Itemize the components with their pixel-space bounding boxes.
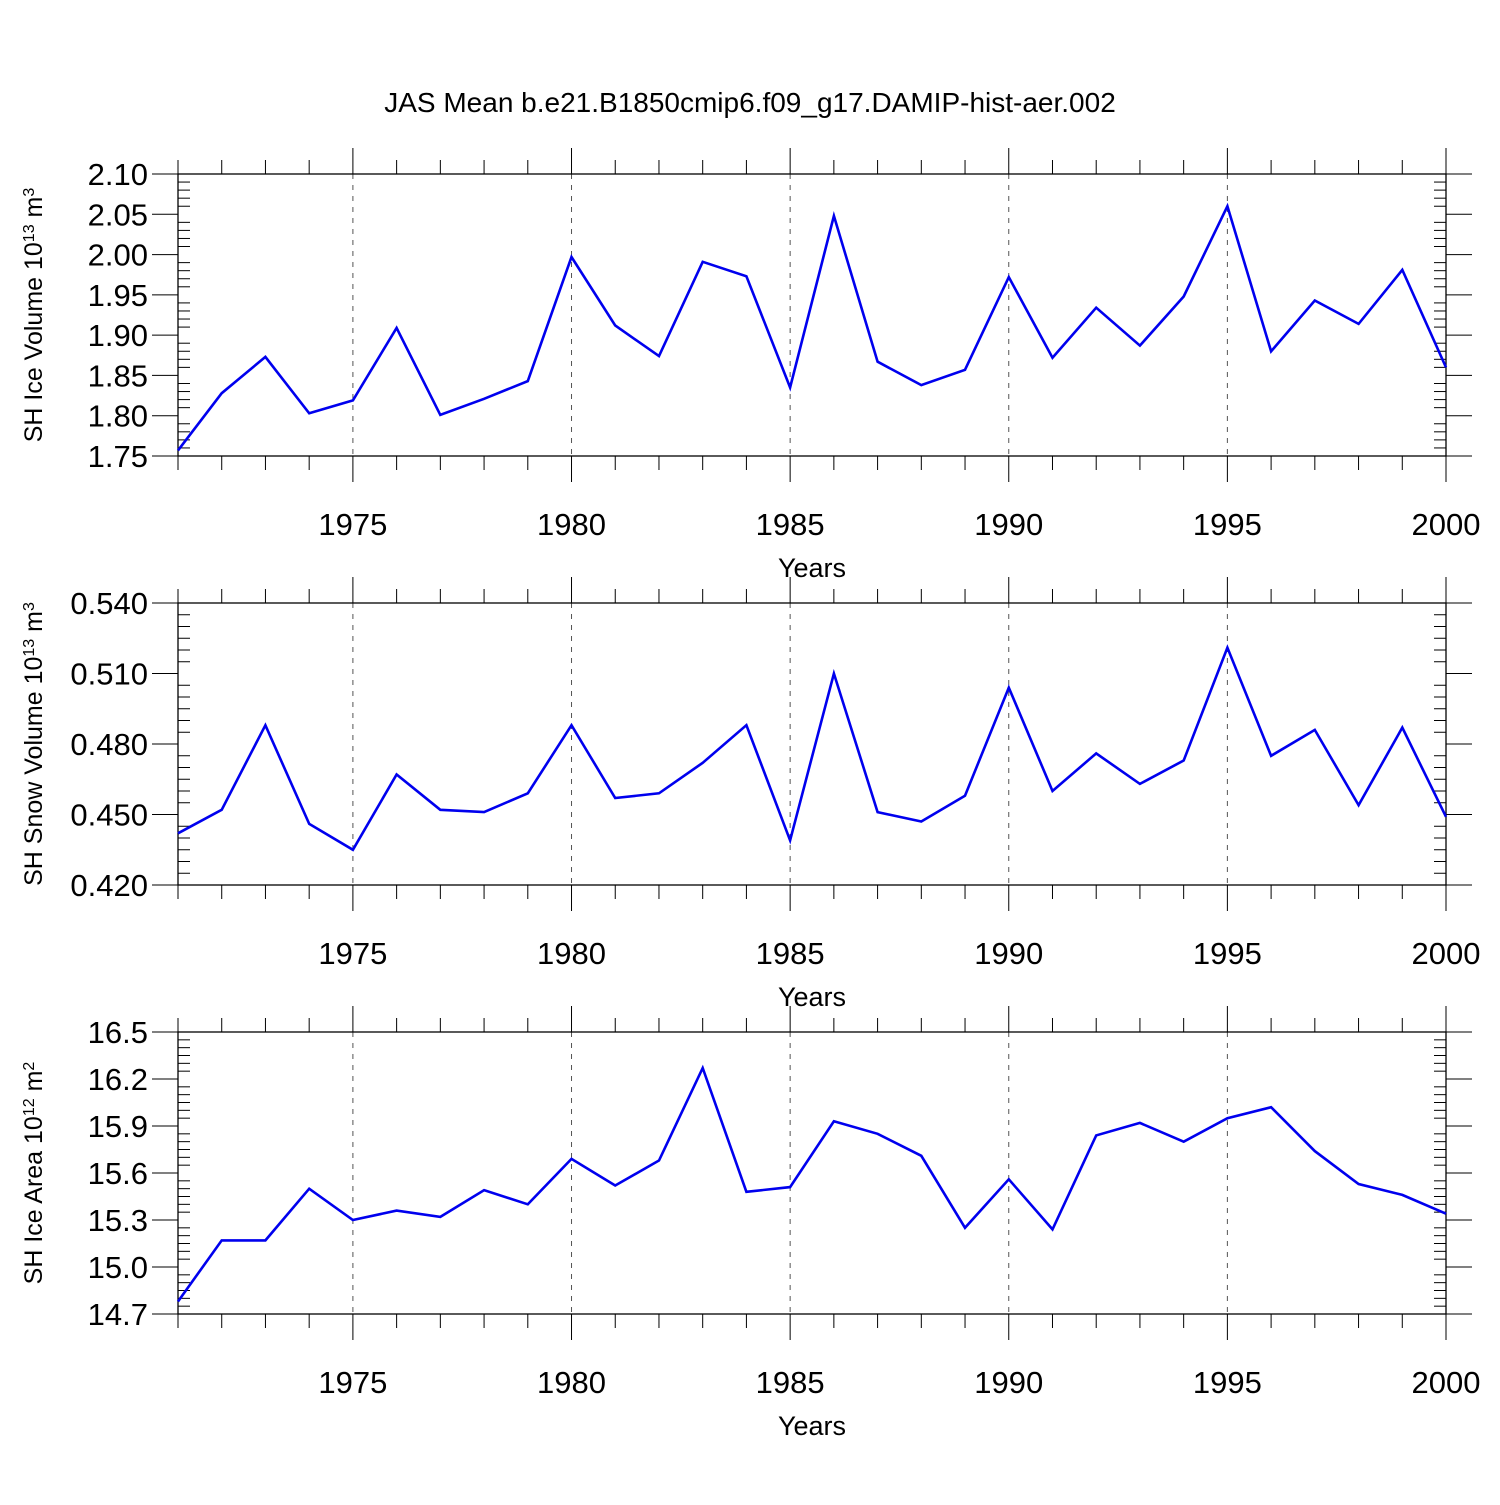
x-tick-label: 1975 — [318, 1365, 387, 1400]
x-tick-label: 1985 — [756, 936, 825, 971]
y-tick-label: 2.10 — [88, 157, 148, 192]
x-tick-label: 1975 — [318, 936, 387, 971]
x-tick-label: 1980 — [537, 1365, 606, 1400]
chart-panel-2: 0.420 0.450 0.480 0.510 0.540 1975 1980 1985 199… — [20, 577, 1480, 1012]
x-tick-label: 1990 — [974, 936, 1043, 971]
x-tick-label: 2000 — [1412, 1365, 1481, 1400]
chart-panel-3: 14.7 15.0 15.3 15.6 15.9 16.2 16.5 1975 1980 1985… — [20, 1006, 1480, 1441]
x-tick-label: 2000 — [1412, 936, 1481, 971]
y-axis-label-text: SH Snow Volume 10 — [20, 657, 48, 886]
y-tick-label: 0.480 — [70, 727, 148, 762]
y-tick-label: 0.420 — [70, 868, 148, 903]
y-tick-label: 15.9 — [88, 1109, 148, 1144]
y-tick-label: 15.6 — [88, 1156, 148, 1191]
y-axis-label-superscript: 2 — [21, 1062, 38, 1071]
chart-panel-1: 1.75 1.80 1.85 1.90 1.95 2.00 2.05 2.10 1975 1980… — [20, 148, 1480, 583]
x-tick-label: 1995 — [1193, 1365, 1262, 1400]
series-line-1 — [177, 644, 1448, 852]
x-tick-label: 1995 — [1193, 936, 1262, 971]
y-tick-label: 2.00 — [88, 238, 148, 273]
y-axis-label-text: m — [20, 1071, 48, 1099]
y-tick-label: 1.90 — [88, 318, 148, 353]
y-axis-label: SH Ice Area 1012 m2 — [20, 1062, 48, 1285]
x-tick-label: 1990 — [974, 507, 1043, 542]
y-axis-label-text: m — [20, 611, 48, 639]
y-axis-label-superscript: 13 — [21, 639, 38, 657]
y-tick-label: 0.510 — [70, 657, 148, 692]
series-line-1 — [176, 202, 1448, 452]
y-tick-label: 15.3 — [88, 1203, 148, 1238]
y-tick-label: 16.2 — [88, 1062, 148, 1097]
y-axis-label-text: m — [20, 197, 48, 225]
y-axis-label-superscript: 12 — [21, 1098, 38, 1116]
x-tick-label: 1995 — [1193, 507, 1262, 542]
y-axis-label-superscript: 3 — [21, 602, 38, 611]
y-axis-label-superscript: 3 — [21, 188, 38, 197]
series-line-1 — [176, 1064, 1447, 1303]
panels: 1.75 1.80 1.85 1.90 1.95 2.00 2.05 2.10 1975 1980… — [20, 148, 1480, 1441]
y-tick-label: 1.95 — [88, 278, 148, 313]
y-axis-label: SH Ice Volume 1013 m3 — [20, 188, 48, 443]
x-tick-label: 1985 — [756, 1365, 825, 1400]
y-tick-label: 2.05 — [88, 197, 148, 232]
y-tick-label: 1.85 — [88, 358, 148, 393]
y-tick-label: 15.0 — [88, 1250, 148, 1285]
x-tick-label: 1985 — [756, 507, 825, 542]
y-tick-label: 1.80 — [88, 399, 148, 434]
y-tick-label: 0.450 — [70, 798, 148, 833]
x-tick-label: 1990 — [974, 1365, 1043, 1400]
plot-frame — [177, 173, 1447, 457]
x-tick-label: 1980 — [537, 507, 606, 542]
x-axis-label: Years — [778, 1411, 846, 1441]
y-tick-label: 16.5 — [88, 1015, 148, 1050]
y-axis-label: SH Snow Volume 1013 m3 — [20, 602, 48, 886]
y-axis-label-superscript: 13 — [21, 224, 38, 242]
plot-frame — [177, 1031, 1447, 1315]
y-axis-label-text: SH Ice Area 10 — [20, 1116, 48, 1284]
y-tick-label: 1.75 — [88, 439, 148, 474]
x-tick-label: 1975 — [318, 507, 387, 542]
x-tick-label: 2000 — [1412, 507, 1481, 542]
plot-frame — [177, 602, 1447, 886]
x-tick-label: 1980 — [537, 936, 606, 971]
x-axis-label: Years — [778, 553, 846, 583]
y-axis-label-text: SH Ice Volume 10 — [20, 242, 48, 442]
y-tick-label: 0.540 — [70, 586, 148, 621]
y-tick-label: 14.7 — [88, 1297, 148, 1332]
x-axis-label: Years — [778, 982, 846, 1012]
figure-title: JAS Mean b.e21.B1850cmip6.f09_g17.DAMIP-… — [384, 87, 1116, 118]
